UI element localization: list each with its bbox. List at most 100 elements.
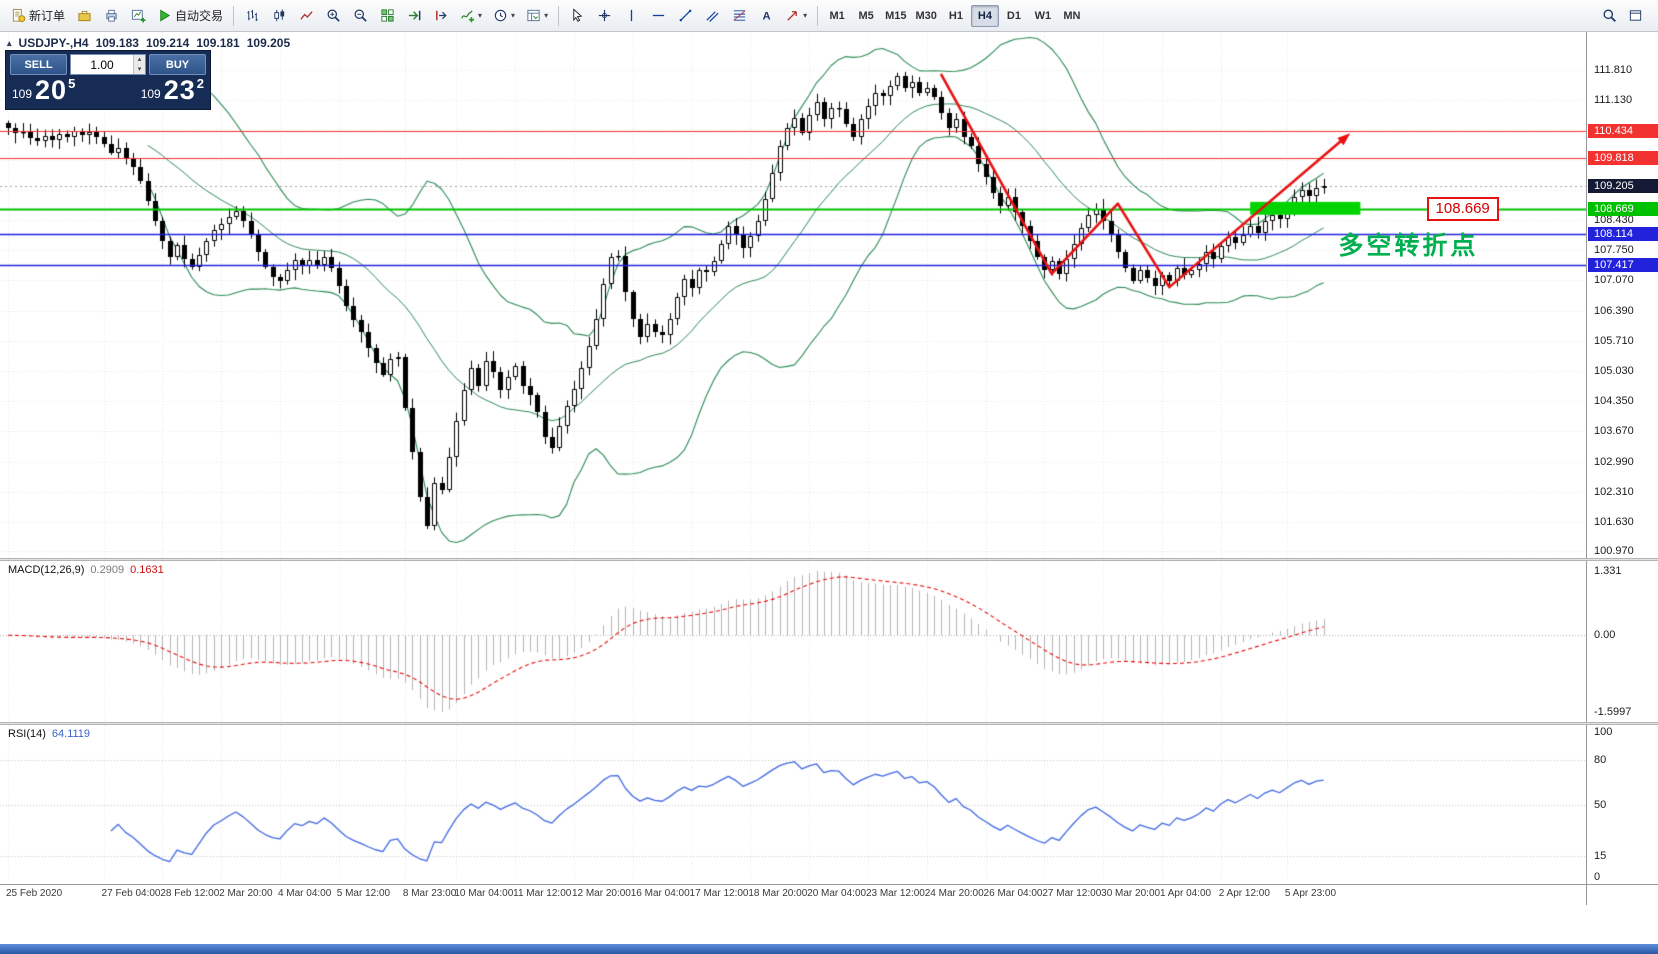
buy-price[interactable]: 109 23 2 (140, 75, 204, 105)
vline-icon (624, 8, 639, 23)
time-axis[interactable]: 25 Feb 2020 27 Feb 04:00 28 Feb 12:00 2 Mar… (0, 885, 1586, 905)
price-line-badge: 108.114 (1588, 227, 1658, 242)
price-chart-canvas[interactable] (0, 32, 1586, 558)
time-axis-label: 2 Apr 12:00 (1218, 888, 1270, 899)
rsi-canvas[interactable] (0, 725, 1586, 884)
new-order-button[interactable]: 新订单 (6, 4, 70, 28)
cursor-icon (570, 8, 585, 23)
macd-scale[interactable]: 1.331 0.00 -1.5997 (1586, 561, 1658, 722)
price-tick-label: 106.390 (1594, 304, 1634, 317)
panel-splitter[interactable] (0, 722, 1658, 725)
candlestick-chart-button[interactable] (266, 4, 292, 28)
new-chart-button[interactable] (125, 4, 151, 28)
candles-icon (272, 8, 287, 23)
vertical-line-button[interactable] (618, 4, 644, 28)
text-button[interactable]: A (753, 4, 779, 28)
macd-canvas[interactable] (0, 561, 1586, 722)
metaeditor-button[interactable] (71, 4, 97, 28)
fibonacci-icon (732, 8, 747, 23)
macd-panel[interactable]: MACD(12,26,9) 0.2909 0.1631 (0, 561, 1586, 722)
rsi-label: RSI(14) (8, 728, 46, 740)
macd-main-value: 0.2909 (90, 564, 125, 576)
price-tick-label: 102.310 (1594, 485, 1634, 498)
time-axis-label: 27 Feb 04:00 (101, 888, 161, 899)
rsi-scale[interactable]: 100 80 50 15 0 (1586, 725, 1658, 884)
buy-button[interactable]: BUY (149, 54, 206, 75)
time-axis-label: 20 Mar 04:00 (807, 888, 867, 899)
main-chart-panel[interactable]: ▴ USDJPY-,H4 109.183 109.214 109.181 109… (0, 32, 1586, 558)
panel-splitter[interactable] (0, 558, 1658, 561)
sell-price[interactable]: 109 20 5 (12, 75, 76, 105)
channel-button[interactable] (699, 4, 725, 28)
time-axis-label: 26 Mar 04:00 (983, 888, 1043, 899)
chart-annotation-text[interactable]: 多空转折点 (1338, 232, 1479, 261)
autoscroll-icon (407, 8, 422, 23)
timeframe-button-H1[interactable]: H1 (948, 9, 963, 22)
timeframe-button-W1[interactable]: W1 (1034, 9, 1052, 22)
line-chart-button[interactable] (293, 4, 319, 28)
timeframe-button-D1[interactable]: D1 (1006, 9, 1021, 22)
price-tick-label: 100.970 (1594, 545, 1634, 558)
timeframe-button-M5[interactable]: M5 (858, 9, 874, 22)
timeframe-button-M1[interactable]: M1 (829, 9, 845, 22)
fibonacci-button[interactable] (726, 4, 752, 28)
templates-button[interactable]: ▾ (521, 4, 553, 28)
price-tick-label: 105.710 (1594, 334, 1634, 347)
channel-icon (705, 8, 720, 23)
cursor-button[interactable] (564, 4, 590, 28)
price-level-tag[interactable]: 108.669 (1426, 197, 1499, 222)
toolbar-buttons: 新订单 自动交易 ▾ ▾ ▾ A ▾ M1 M5 M15 M30 H1 H4 D1 W1 MN (6, 4, 1086, 28)
price-line-badge: 107.417 (1588, 258, 1658, 273)
rsi-scale-label: 0 (1594, 871, 1601, 883)
time-axis-label: 24 Mar 20:00 (924, 888, 984, 899)
auto-trading-button[interactable]: 自动交易 (152, 4, 228, 28)
price-tick-label: 107.070 (1594, 274, 1634, 287)
timeframe-button-H4[interactable]: H4 (970, 4, 999, 27)
price-line-badge: 108.669 (1588, 202, 1658, 217)
time-axis-label: 25 Feb 2020 (6, 888, 63, 899)
toolbar: 新订单 自动交易 ▾ ▾ ▾ A ▾ M1 M5 M15 M30 H1 H4 D1 W1 MN (0, 0, 1658, 32)
trendline-button[interactable] (672, 4, 698, 28)
time-axis-label: 4 Mar 04:00 (277, 888, 332, 899)
chart-shift-button[interactable] (428, 4, 454, 28)
tile-windows-button[interactable] (374, 4, 400, 28)
zoom-out-button[interactable] (347, 4, 373, 28)
text-icon: A (759, 8, 774, 23)
search-button[interactable] (1596, 4, 1622, 28)
svg-text:A: A (762, 11, 770, 23)
timeframe-buttons: M1 M5 M15 M30 H1 H4 D1 W1 MN (823, 4, 1086, 27)
chart-ohlc-header: ▴ USDJPY-,H4 109.183 109.214 109.181 109… (7, 36, 290, 50)
crosshair-button[interactable] (591, 4, 617, 28)
rsi-panel[interactable]: RSI(14) 64.1119 (0, 725, 1586, 884)
rsi-scale-label: 80 (1594, 754, 1607, 767)
timeframe-button-M15[interactable]: M15 (885, 9, 907, 22)
volume-down-button[interactable]: ▾ (134, 64, 145, 74)
low-value: 109.181 (196, 36, 240, 50)
timeframe-button-MN[interactable]: MN (1063, 9, 1081, 22)
one-click-collapse-icon[interactable]: ▴ (7, 37, 12, 48)
volume-input[interactable] (71, 55, 134, 74)
shift-icon (434, 8, 449, 23)
button-label: 新订单 (29, 9, 66, 23)
print-button[interactable] (98, 4, 124, 28)
volume-up-button[interactable]: ▴ (134, 55, 145, 65)
chevron-down-icon: ▾ (478, 10, 483, 20)
zoom-in-button[interactable] (320, 4, 346, 28)
bars-icon (245, 8, 260, 23)
price-scale[interactable]: 100.970 101.630 102.310 102.990 103.670 104.3… (1586, 32, 1658, 558)
price-tick-label: 111.810 (1594, 64, 1633, 76)
arrange-windows-button[interactable] (1622, 4, 1648, 28)
periods-button[interactable]: ▾ (488, 4, 520, 28)
macd-scale-label: 1.331 (1594, 565, 1622, 577)
timeframe-button-M30[interactable]: M30 (915, 9, 937, 22)
toolbar-group-line-studies: A ▾ (564, 4, 812, 28)
macd-scale-label: -1.5997 (1594, 706, 1632, 718)
horizontal-line-button[interactable] (645, 4, 671, 28)
open-value: 109.183 (95, 36, 139, 50)
bars-chart-button[interactable] (239, 4, 265, 28)
indicators-button[interactable]: ▾ (455, 4, 487, 28)
time-axis-label: 23 Mar 12:00 (865, 888, 925, 899)
arrows-button[interactable]: ▾ (780, 4, 812, 28)
sell-button[interactable]: SELL (10, 54, 67, 75)
auto-scroll-button[interactable] (401, 4, 427, 28)
